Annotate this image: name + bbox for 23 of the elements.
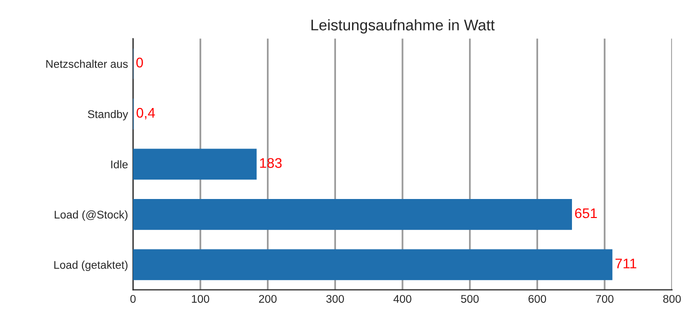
bar bbox=[133, 148, 257, 180]
x-tick-label: 600 bbox=[528, 294, 546, 303]
bar bbox=[133, 249, 612, 280]
y-tick-label: Netzschalter aus bbox=[46, 60, 128, 68]
chart-title: Leistungsaufnahme in Watt bbox=[311, 19, 495, 34]
x-tick-label: 300 bbox=[326, 294, 344, 303]
y-tick-label: Load (getaktet) bbox=[54, 260, 128, 272]
data-label: 0,4 bbox=[136, 108, 155, 120]
y-tick-label: Load (@Stock) bbox=[54, 210, 128, 221]
x-tick-label: 200 bbox=[259, 294, 277, 303]
y-tick-label: Standby bbox=[88, 110, 128, 120]
x-tick-label: 100 bbox=[192, 294, 210, 303]
data-label: 0 bbox=[136, 58, 143, 68]
x-tick-label: 400 bbox=[393, 294, 412, 303]
x-tick-label: 800 bbox=[663, 294, 681, 303]
data-label: 651 bbox=[575, 208, 597, 218]
x-tick-label: 0 bbox=[130, 294, 136, 303]
x-tick-label: 700 bbox=[596, 294, 614, 303]
data-label: 183 bbox=[260, 158, 282, 168]
y-tick-label: Idle bbox=[111, 160, 128, 168]
x-tick-label: 500 bbox=[461, 294, 479, 303]
bar bbox=[133, 199, 572, 230]
data-label: 711 bbox=[616, 258, 636, 268]
